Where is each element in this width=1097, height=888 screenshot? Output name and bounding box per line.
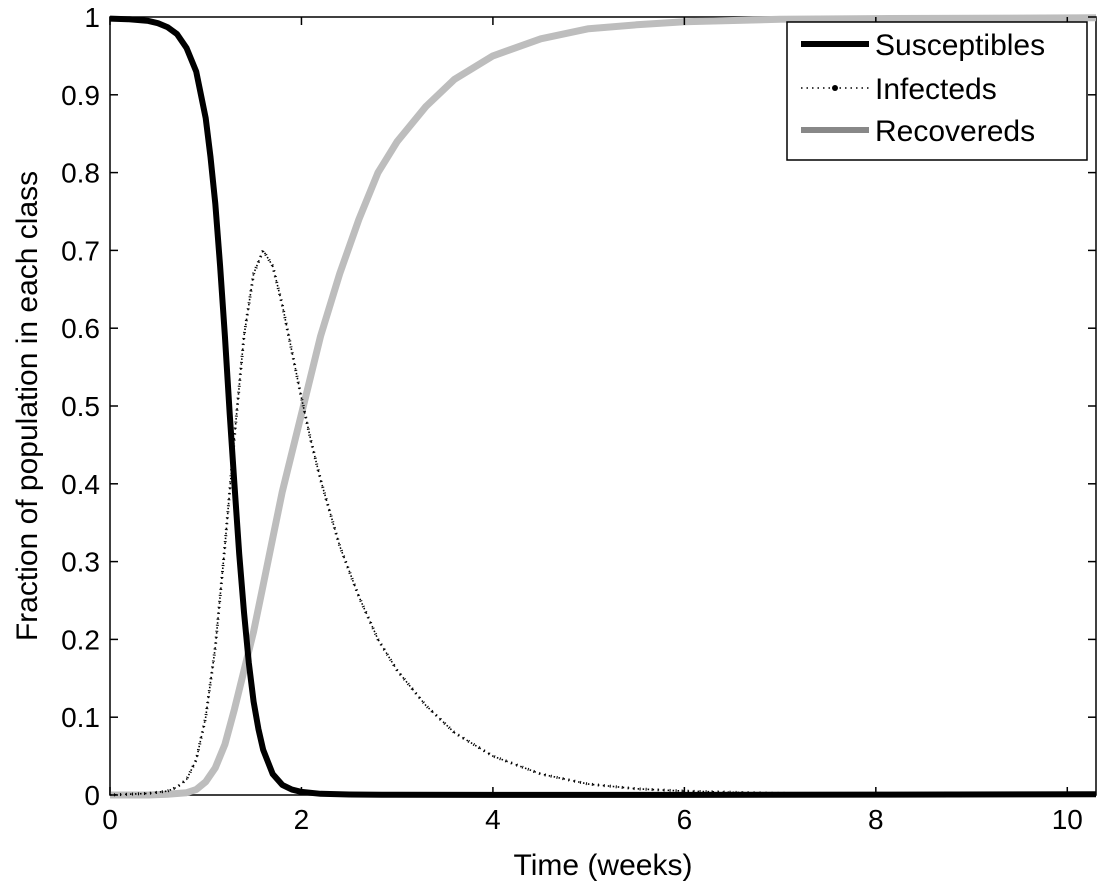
y-tick-label: 0.9 [61,80,100,111]
y-tick-label: 1 [84,2,100,33]
y-tick-label: 0.6 [61,313,100,344]
x-tick-label: 6 [677,804,693,835]
legend-marker-infecteds [832,85,838,91]
y-tick-label: 0.3 [61,547,100,578]
y-tick-label: 0 [84,780,100,811]
legend: Susceptibles Infecteds Recovereds [786,21,1088,161]
series-line-recovereds [110,14,1097,799]
y-tick-label: 0.1 [61,702,100,733]
series-line-infecteds [109,248,1097,796]
y-axis-label: Fraction of population in each class [11,171,44,641]
legend-label-susceptibles: Susceptibles [875,29,1045,62]
x-tick-label: 4 [485,804,501,835]
series-layer [109,14,1097,799]
x-tick-label: 2 [294,804,310,835]
x-tick-label: 10 [1052,804,1083,835]
y-tick-label: 0.8 [61,158,100,189]
y-tick-label: 0.7 [61,235,100,266]
legend-label-infecteds: Infecteds [875,73,997,106]
ticks-layer: 0 2 4 6 8 10 0 0.1 0.2 0.3 0.4 0.5 0.6 0.7 0.8 0.9 1 [61,2,1096,835]
x-tick-label: 0 [102,804,118,835]
legend-label-recovereds: Recovereds [875,115,1035,148]
y-tick-label: 0.2 [61,624,100,655]
y-tick-label: 0.5 [61,391,100,422]
y-tick-label: 0.4 [61,469,100,500]
x-tick-label: 8 [868,804,884,835]
series-line-susceptibles [109,15,1097,798]
x-axis-label: Time (weeks) [514,849,693,882]
